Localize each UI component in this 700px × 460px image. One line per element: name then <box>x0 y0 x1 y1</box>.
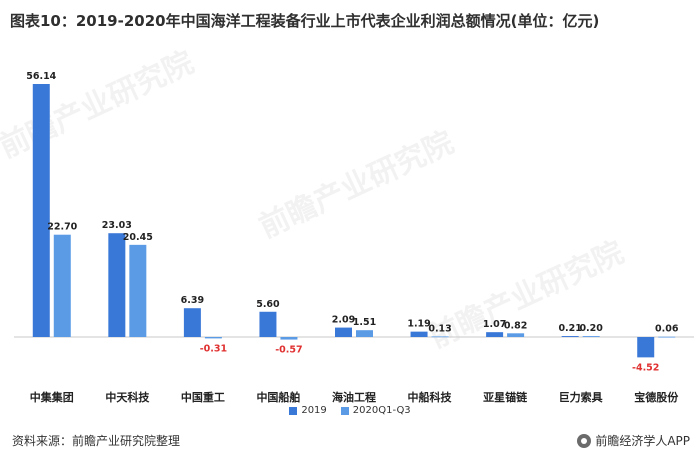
bar-2019-3 <box>259 311 277 337</box>
category-label-8: 宝德股份 <box>634 390 679 404</box>
bar-2020-1 <box>129 244 147 337</box>
bar-2019-8 <box>637 337 655 358</box>
value-label-2020-2: -0.31 <box>200 343 227 354</box>
bar-2019-5 <box>410 331 428 337</box>
value-label-2019-6: 1.07 <box>483 319 506 330</box>
value-label-2020-3: -0.57 <box>275 345 302 356</box>
value-label-2019-3: 5.60 <box>256 299 280 310</box>
legend-swatch-2019 <box>289 406 298 415</box>
brand-name: 前瞻经济学人APP <box>595 434 690 448</box>
bar-2020-6 <box>507 333 525 337</box>
legend-label-2020: 2020Q1-Q3 <box>352 405 411 416</box>
value-label-2020-8: 0.06 <box>655 324 679 335</box>
value-label-2020-4: 1.51 <box>353 317 376 328</box>
bar-2019-2 <box>183 308 201 337</box>
bar-2020-3 <box>280 337 298 340</box>
value-label-2019-8: -4.52 <box>632 362 659 373</box>
category-label-6: 亚星锚链 <box>483 390 528 404</box>
bar-2019-7 <box>561 336 579 337</box>
legend-item-2019: 2019 <box>289 405 327 416</box>
value-label-2020-6: 0.82 <box>504 320 527 331</box>
value-label-2019-1: 23.03 <box>102 220 132 231</box>
category-label-0: 中集集团 <box>30 390 74 404</box>
value-label-2020-0: 22.70 <box>47 222 77 233</box>
value-label-2019-0: 56.14 <box>26 71 56 82</box>
category-label-3: 中国船舶 <box>256 390 300 404</box>
legend-label-2019: 2019 <box>301 405 327 416</box>
value-label-2019-2: 6.39 <box>181 295 204 306</box>
value-label-2020-5: 0.13 <box>428 323 451 334</box>
value-label-2020-7: 0.20 <box>579 323 603 334</box>
bar-2020-7 <box>582 336 600 337</box>
bar-2019-1 <box>108 233 126 337</box>
category-label-1: 中天科技 <box>105 390 150 404</box>
bar-2020-0 <box>53 234 71 337</box>
brand-logo-icon <box>577 433 592 448</box>
bar-2020-5 <box>431 336 449 338</box>
legend-item-2020: 2020Q1-Q3 <box>340 405 411 416</box>
value-label-2019-7: 0.21 <box>558 323 581 334</box>
category-label-4: 海油工程 <box>332 390 376 404</box>
brand-mark: 前瞻经济学人APP <box>577 432 690 449</box>
category-label-2: 中国重工 <box>181 390 225 404</box>
bar-2020-8 <box>658 336 676 338</box>
category-label-7: 巨力索具 <box>559 390 603 404</box>
legend-swatch-2020 <box>340 406 349 415</box>
value-label-2020-1: 20.45 <box>123 232 153 243</box>
bar-2020-2 <box>204 337 222 339</box>
value-label-2019-4: 2.09 <box>332 315 355 326</box>
bar-2020-4 <box>356 330 373 337</box>
chart-title: 图表10：2019-2020年中国海洋工程装备行业上市代表企业利润总额情况(单位… <box>10 12 600 30</box>
source-note: 资料来源：前瞻产业研究院整理 <box>12 434 181 448</box>
value-label-2019-5: 1.19 <box>407 319 430 330</box>
bar-2019-6 <box>486 332 504 337</box>
bar-2019-4 <box>335 327 352 337</box>
bar-2019-0 <box>32 84 50 337</box>
category-label-5: 中船科技 <box>408 390 453 404</box>
chart-legend: 2019 2020Q1-Q3 <box>0 405 700 416</box>
